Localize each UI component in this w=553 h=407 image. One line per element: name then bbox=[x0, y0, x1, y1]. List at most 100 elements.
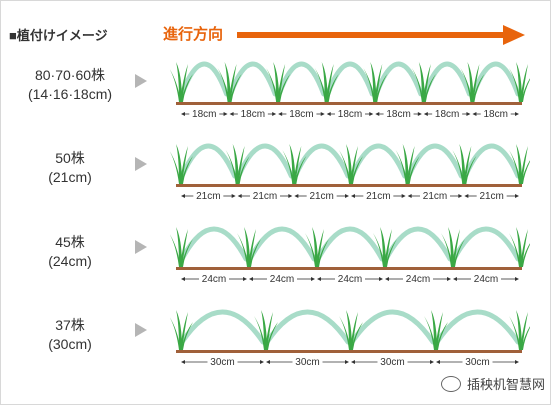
rice-plant-icon bbox=[305, 227, 329, 267]
planting-arc bbox=[179, 309, 266, 345]
dimension-arrowhead bbox=[223, 112, 228, 116]
dimension-arrowhead bbox=[260, 360, 264, 364]
spacing-label: 24cm bbox=[406, 274, 430, 285]
dimension-arrowhead bbox=[369, 112, 374, 116]
row-spacing: (30cm) bbox=[48, 336, 92, 352]
planting-arc bbox=[422, 61, 472, 97]
planting-arc bbox=[228, 61, 278, 97]
rice-plant-icon bbox=[314, 62, 339, 102]
dimension-arrowhead bbox=[272, 112, 277, 116]
planting-arc bbox=[179, 61, 230, 97]
rice-plant-icon bbox=[170, 227, 193, 267]
rice-plant-icon bbox=[170, 62, 193, 102]
dimension-arrowhead bbox=[401, 194, 406, 198]
rice-plant-icon bbox=[509, 144, 530, 184]
wechat-icon bbox=[440, 375, 461, 392]
spacing-label: 21cm bbox=[479, 191, 503, 202]
rice-plant-icon bbox=[254, 310, 278, 350]
row-label: 45株 (24cm) bbox=[5, 233, 135, 271]
row-count: 45株 bbox=[55, 234, 85, 250]
planting-arc bbox=[179, 226, 249, 262]
dimension-arrowhead bbox=[345, 194, 349, 198]
planting-arc bbox=[373, 61, 424, 97]
dimension-arrowhead bbox=[407, 194, 412, 198]
spacing-label: 21cm bbox=[366, 191, 390, 202]
spacing-label: 18cm bbox=[386, 109, 410, 120]
dimension-arrowhead bbox=[294, 194, 299, 198]
spacing-label: 21cm bbox=[309, 191, 333, 202]
diagram-title: ■植付けイメージ bbox=[9, 28, 108, 43]
planting-arc bbox=[276, 61, 327, 97]
planting-arc bbox=[451, 226, 521, 262]
dimension-arrowhead bbox=[243, 277, 247, 281]
direction-label: 進行方向 bbox=[163, 26, 224, 43]
dimension-arrowhead bbox=[351, 194, 355, 198]
rice-plant-icon bbox=[282, 144, 307, 184]
spacing-label: 18cm bbox=[192, 109, 216, 120]
spacing-label: 30cm bbox=[295, 357, 319, 368]
dimension-arrowhead bbox=[181, 194, 185, 198]
spacing-label: 18cm bbox=[483, 109, 507, 120]
rice-plant-icon bbox=[395, 144, 420, 184]
row-pointer-icon bbox=[135, 74, 147, 88]
row-count: 50株 bbox=[55, 150, 85, 166]
row-spacing: (14·16·18cm) bbox=[27, 86, 113, 102]
dimension-arrowhead bbox=[417, 112, 422, 116]
ground-line bbox=[176, 267, 522, 270]
dimension-arrowhead bbox=[458, 194, 463, 198]
spacing-label: 30cm bbox=[210, 357, 234, 368]
row-spacing: (21cm) bbox=[48, 169, 92, 185]
planting-row: 21cm 21cm 21cm 21cm 21cm 21cm bbox=[170, 143, 530, 202]
row-pointer-icon bbox=[135, 323, 147, 337]
dimension-arrowhead bbox=[423, 112, 428, 116]
dimension-arrowhead bbox=[326, 112, 331, 116]
dimension-arrowhead bbox=[515, 112, 519, 116]
spacing-label: 24cm bbox=[202, 274, 226, 285]
dimension-arrowhead bbox=[453, 277, 457, 281]
dimension-arrowhead bbox=[447, 277, 451, 281]
planting-arc bbox=[315, 226, 385, 262]
planting-arc bbox=[470, 61, 521, 97]
dimension-arrowhead bbox=[430, 360, 434, 364]
rice-plant-icon bbox=[460, 62, 485, 102]
rice-plant-icon bbox=[509, 227, 530, 267]
planting-row: 30cm 30cm 30cm 30cm bbox=[170, 309, 530, 368]
dimension-arrowhead bbox=[231, 194, 236, 198]
dimension-arrowhead bbox=[229, 112, 234, 116]
rice-plant-icon bbox=[217, 62, 242, 102]
dimension-arrowhead bbox=[249, 277, 253, 281]
direction-arrow-icon bbox=[237, 25, 525, 45]
row-spacing: (24cm) bbox=[48, 253, 92, 269]
dimension-arrowhead bbox=[515, 277, 519, 281]
spacing-label: 21cm bbox=[253, 191, 277, 202]
rice-plant-icon bbox=[452, 144, 477, 184]
planting-arc bbox=[325, 61, 375, 97]
dimension-arrowhead bbox=[351, 360, 355, 364]
planting-arc bbox=[264, 309, 351, 345]
spacing-label: 24cm bbox=[270, 274, 294, 285]
rice-plant-icon bbox=[266, 62, 291, 102]
dimension-arrowhead bbox=[181, 277, 185, 281]
dimension-arrowhead bbox=[317, 277, 321, 281]
row-count: 37株 bbox=[55, 317, 85, 333]
dimension-arrowhead bbox=[288, 194, 293, 198]
rice-plant-icon bbox=[373, 227, 397, 267]
rice-plant-icon bbox=[441, 227, 465, 267]
dimension-arrowhead bbox=[237, 194, 242, 198]
rice-plant-icon bbox=[411, 62, 436, 102]
ground-line bbox=[176, 350, 522, 353]
rice-plant-icon bbox=[363, 62, 388, 102]
dimension-arrowhead bbox=[385, 277, 389, 281]
dimension-arrowhead bbox=[472, 112, 477, 116]
row-label: 80·70·60株 (14·16·18cm) bbox=[5, 66, 135, 104]
dimension-arrowhead bbox=[181, 112, 185, 116]
spacing-label: 18cm bbox=[289, 109, 313, 120]
watermark: 插秧机智慧网 bbox=[440, 374, 545, 393]
spacing-label: 21cm bbox=[196, 191, 220, 202]
dimension-arrowhead bbox=[464, 194, 469, 198]
spacing-label: 18cm bbox=[435, 109, 459, 120]
dimension-arrowhead bbox=[345, 360, 349, 364]
dimension-arrowhead bbox=[375, 112, 380, 116]
rice-plant-icon bbox=[509, 310, 530, 350]
